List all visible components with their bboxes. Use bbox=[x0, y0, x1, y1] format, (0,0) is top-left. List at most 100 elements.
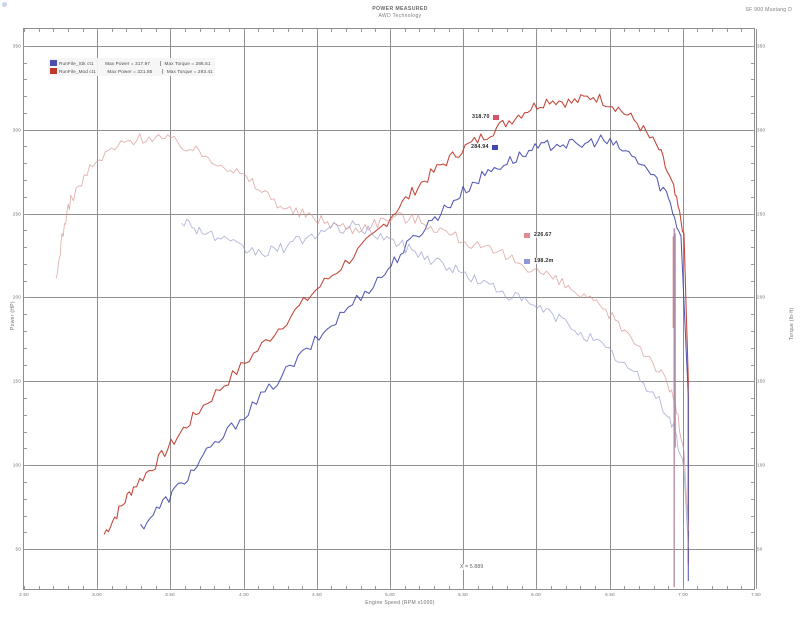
gridline-horizontal bbox=[24, 549, 754, 550]
y-minor-tick bbox=[24, 365, 27, 366]
y-minor-tick bbox=[751, 146, 754, 147]
x-minor-tick bbox=[156, 29, 157, 32]
x-minor-tick bbox=[214, 586, 215, 589]
y-tick-label-left: 200 bbox=[12, 294, 21, 300]
callout-power-peak-blue: 284.94 bbox=[470, 144, 500, 150]
x-minor-tick bbox=[83, 586, 84, 589]
y-minor-tick bbox=[751, 532, 754, 533]
y-minor-tick bbox=[24, 247, 27, 248]
x-minor-tick bbox=[610, 586, 611, 589]
x-minor-tick bbox=[595, 29, 596, 32]
x-tick-label: 5.00 bbox=[385, 592, 395, 597]
y-tick-label-right: 300 bbox=[757, 127, 766, 133]
gridline-horizontal bbox=[24, 297, 754, 298]
y-minor-tick bbox=[751, 297, 754, 298]
y-minor-tick bbox=[24, 314, 27, 315]
dyno-machine-note: SF 900 Mustang D bbox=[745, 7, 792, 13]
y-minor-tick bbox=[751, 516, 754, 517]
x-minor-tick bbox=[507, 586, 508, 589]
y-minor-tick bbox=[751, 96, 754, 97]
x-minor-tick bbox=[97, 29, 98, 32]
y-minor-tick bbox=[751, 130, 754, 131]
x-minor-tick bbox=[214, 29, 215, 32]
y-minor-tick bbox=[24, 197, 27, 198]
y-tick-label-left: 350 bbox=[12, 43, 21, 49]
x-minor-tick bbox=[200, 29, 201, 32]
gridline-vertical bbox=[244, 29, 245, 589]
y-tick-label-left: 250 bbox=[12, 211, 21, 217]
y-minor-tick bbox=[24, 46, 27, 47]
y-minor-tick bbox=[24, 398, 27, 399]
chart-title: POWER MEASURED bbox=[372, 6, 428, 12]
legend-row[interactable]: RunFile_Stk ct1 Max Power = 317.97 Max T… bbox=[50, 59, 213, 67]
y-minor-tick bbox=[751, 365, 754, 366]
x-minor-tick bbox=[317, 29, 318, 32]
x-minor-tick bbox=[697, 586, 698, 589]
plot-area: 2.50 3.00 3.50 4.00 4.50 5.00 5.50 6.00 6.50 7.00… bbox=[13, 28, 765, 597]
y-minor-tick bbox=[751, 230, 754, 231]
x-minor-tick bbox=[390, 29, 391, 32]
y-minor-tick bbox=[751, 448, 754, 449]
y-minor-tick bbox=[751, 432, 754, 433]
corner-mark-icon bbox=[2, 2, 7, 7]
x-minor-tick bbox=[141, 586, 142, 589]
x-minor-tick bbox=[24, 586, 25, 589]
legend-max-power: Max Power = 317.97 bbox=[105, 60, 151, 66]
x-minor-tick bbox=[756, 586, 757, 589]
x-minor-tick bbox=[580, 586, 581, 589]
x-minor-tick bbox=[419, 29, 420, 32]
x-minor-tick bbox=[463, 586, 464, 589]
y-tick-label-right: 100 bbox=[757, 462, 766, 468]
x-minor-tick bbox=[639, 586, 640, 589]
callout-torque-red: 226.67 bbox=[522, 232, 553, 238]
legend[interactable]: RunFile_Stk ct1 Max Power = 317.97 Max T… bbox=[48, 58, 215, 76]
legend-swatch-icon bbox=[50, 60, 57, 66]
x-minor-tick bbox=[654, 586, 655, 589]
callout-marker-icon bbox=[491, 144, 498, 150]
x-minor-tick bbox=[741, 29, 742, 32]
x-axis-title: Engine Speed (RPM x1000) bbox=[365, 600, 435, 606]
legend-run-name: RunFile_Stk ct1 bbox=[59, 60, 94, 66]
x-minor-tick bbox=[478, 586, 479, 589]
y-axis-right-title: Torque (lb-ft) bbox=[789, 307, 795, 340]
x-minor-tick bbox=[229, 29, 230, 32]
x-tick-label: 7.00 bbox=[678, 592, 688, 597]
callout-value: 318.70 bbox=[471, 114, 491, 120]
gridline-vertical bbox=[170, 29, 171, 589]
y-minor-tick bbox=[751, 264, 754, 265]
y-minor-tick bbox=[751, 180, 754, 181]
y-minor-tick bbox=[24, 214, 27, 215]
x-minor-tick bbox=[405, 586, 406, 589]
y-minor-tick bbox=[24, 415, 27, 416]
x-minor-tick bbox=[449, 29, 450, 32]
x-minor-tick bbox=[419, 586, 420, 589]
x-minor-tick bbox=[346, 586, 347, 589]
cutoff-line bbox=[672, 228, 676, 588]
y-minor-tick bbox=[751, 482, 754, 483]
x-tick-label: 4.00 bbox=[239, 592, 249, 597]
y-tick-label-left: 300 bbox=[12, 127, 21, 133]
x-tick-label: 5.50 bbox=[458, 592, 468, 597]
legend-max-torque: Max Torque = 293.41 bbox=[161, 68, 213, 74]
y-minor-tick bbox=[751, 63, 754, 64]
gridline-horizontal bbox=[24, 130, 754, 131]
y-minor-tick bbox=[24, 63, 27, 64]
x-tick-label: 3.00 bbox=[92, 592, 102, 597]
x-minor-tick bbox=[126, 586, 127, 589]
y-minor-tick bbox=[751, 549, 754, 550]
x-minor-tick bbox=[463, 29, 464, 32]
y-minor-tick bbox=[24, 381, 27, 382]
x-minor-tick bbox=[24, 29, 25, 32]
legend-row[interactable]: RunFile_Mod ct1 Max Power = 321.85 Max T… bbox=[50, 67, 213, 75]
y-minor-tick bbox=[751, 381, 754, 382]
x-minor-tick bbox=[683, 586, 684, 589]
legend-run-name: RunFile_Mod ct1 bbox=[59, 68, 96, 74]
x-minor-tick bbox=[507, 29, 508, 32]
y-minor-tick bbox=[24, 230, 27, 231]
x-minor-tick bbox=[53, 29, 54, 32]
gridline-vertical bbox=[683, 29, 684, 589]
x-minor-tick bbox=[536, 29, 537, 32]
x-minor-tick bbox=[449, 586, 450, 589]
gridline-vertical bbox=[463, 29, 464, 589]
